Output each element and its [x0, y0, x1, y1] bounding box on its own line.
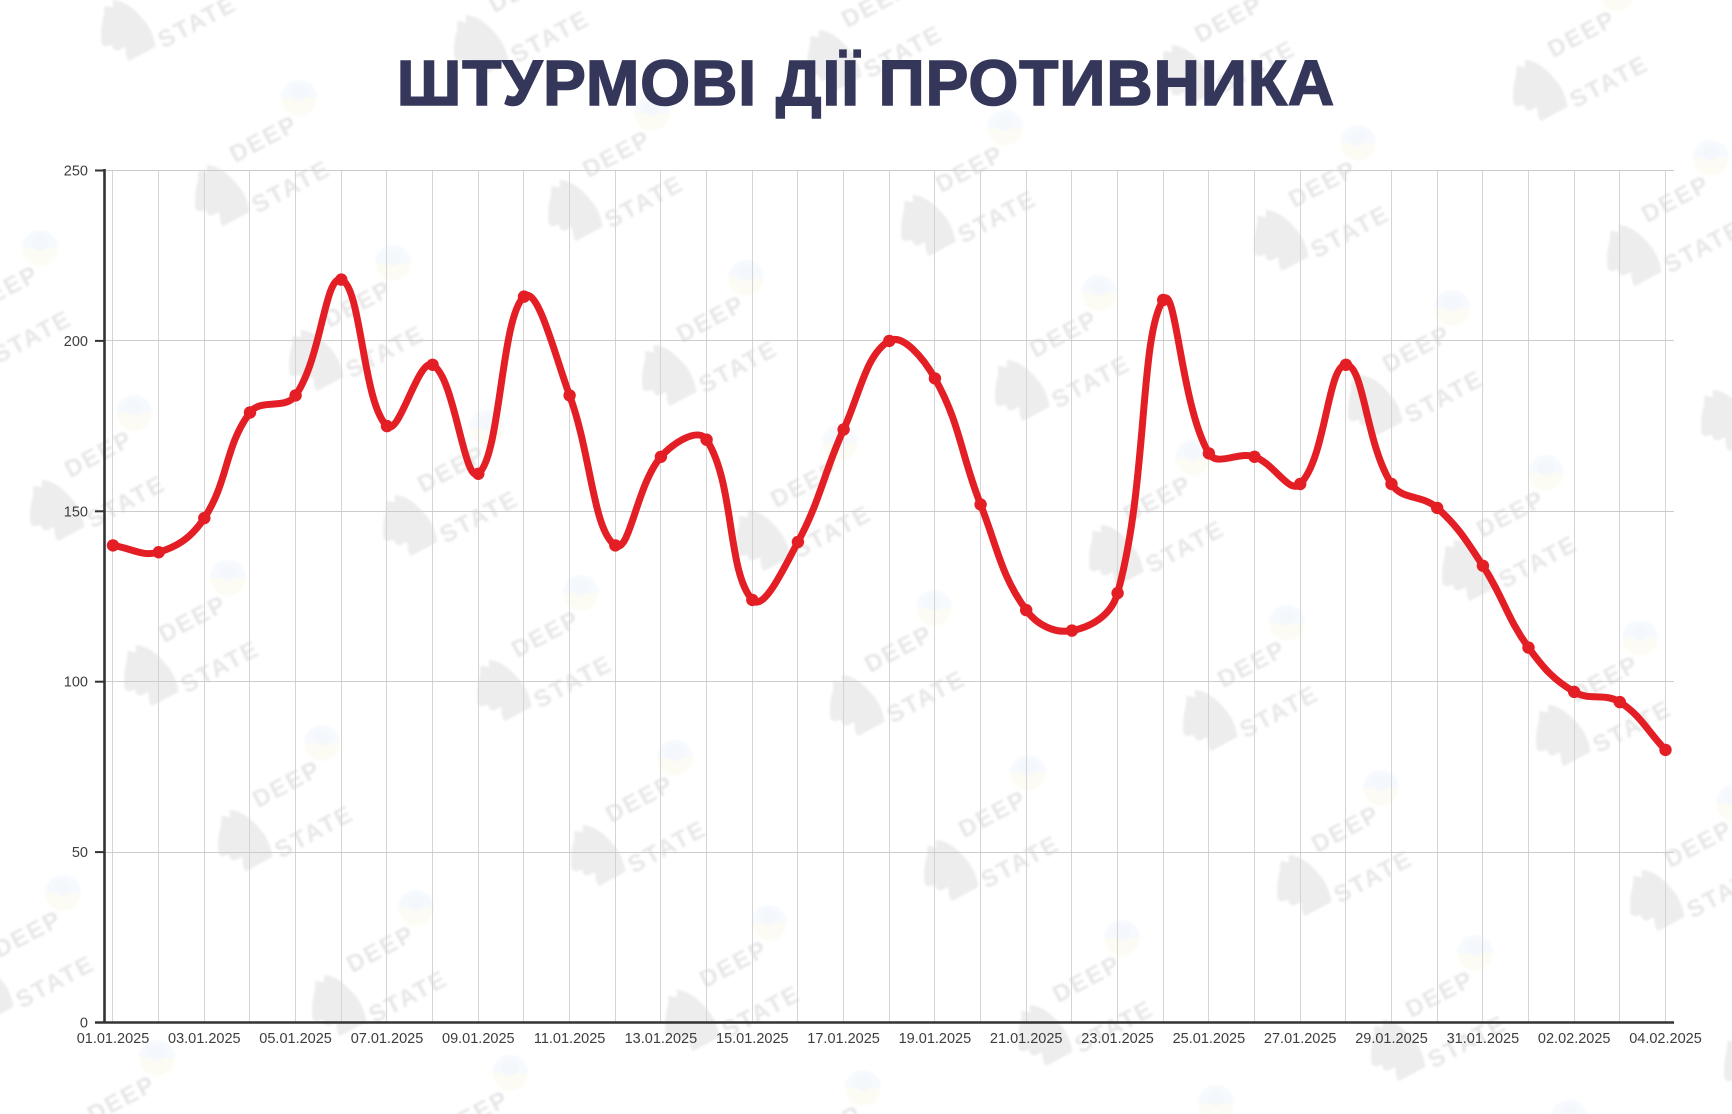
svg-text:05.01.2025: 05.01.2025: [259, 1031, 332, 1047]
svg-text:15.01.2025: 15.01.2025: [716, 1031, 789, 1047]
svg-text:0: 0: [80, 1016, 88, 1032]
svg-text:07.01.2025: 07.01.2025: [351, 1031, 424, 1047]
svg-text:25.01.2025: 25.01.2025: [1173, 1031, 1246, 1047]
svg-text:03.01.2025: 03.01.2025: [168, 1031, 241, 1047]
svg-text:02.02.2025: 02.02.2025: [1538, 1031, 1611, 1047]
svg-text:31.01.2025: 31.01.2025: [1447, 1031, 1520, 1047]
svg-text:29.01.2025: 29.01.2025: [1355, 1031, 1428, 1047]
svg-text:13.01.2025: 13.01.2025: [625, 1031, 698, 1047]
svg-text:11.01.2025: 11.01.2025: [534, 1031, 606, 1047]
svg-text:150: 150: [64, 504, 88, 520]
svg-text:50: 50: [72, 845, 88, 861]
svg-text:19.01.2025: 19.01.2025: [899, 1031, 972, 1047]
svg-text:200: 200: [64, 334, 88, 350]
svg-text:100: 100: [64, 675, 88, 691]
svg-text:250: 250: [64, 164, 88, 180]
svg-text:27.01.2025: 27.01.2025: [1264, 1031, 1337, 1047]
svg-text:09.01.2025: 09.01.2025: [442, 1031, 515, 1047]
svg-text:17.01.2025: 17.01.2025: [807, 1031, 880, 1047]
svg-text:01.01.2025: 01.01.2025: [77, 1031, 150, 1047]
svg-text:21.01.2025: 21.01.2025: [990, 1031, 1063, 1047]
svg-text:23.01.2025: 23.01.2025: [1081, 1031, 1154, 1047]
svg-text:04.02.2025: 04.02.2025: [1629, 1031, 1702, 1047]
